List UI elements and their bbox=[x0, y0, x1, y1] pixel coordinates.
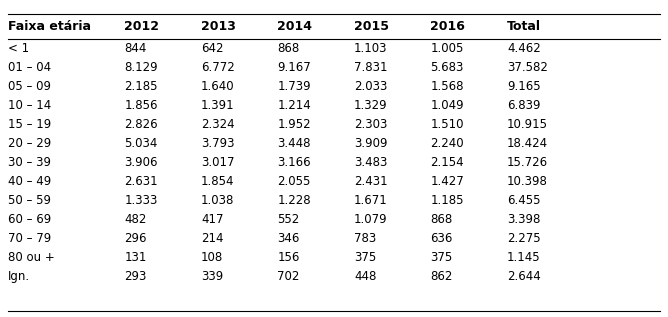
Text: 4.462: 4.462 bbox=[507, 42, 540, 55]
Text: 868: 868 bbox=[277, 42, 300, 55]
Text: 2.154: 2.154 bbox=[430, 156, 464, 169]
Text: 10 – 14: 10 – 14 bbox=[8, 99, 51, 112]
Text: 18.424: 18.424 bbox=[507, 137, 548, 150]
Text: 15.726: 15.726 bbox=[507, 156, 548, 169]
Text: 5.034: 5.034 bbox=[124, 137, 158, 150]
Text: 2013: 2013 bbox=[201, 20, 236, 33]
Text: 10.398: 10.398 bbox=[507, 175, 548, 188]
Text: 862: 862 bbox=[430, 270, 453, 283]
Text: < 1: < 1 bbox=[8, 42, 29, 55]
Text: 1.333: 1.333 bbox=[124, 194, 158, 207]
Text: 3.448: 3.448 bbox=[277, 137, 311, 150]
Text: 2.275: 2.275 bbox=[507, 232, 540, 245]
Text: 1.510: 1.510 bbox=[430, 118, 464, 131]
Text: 2.631: 2.631 bbox=[124, 175, 158, 188]
Text: 339: 339 bbox=[201, 270, 223, 283]
Text: 2.324: 2.324 bbox=[201, 118, 234, 131]
Text: 37.582: 37.582 bbox=[507, 61, 548, 74]
Text: 2.033: 2.033 bbox=[354, 80, 387, 93]
Text: 1.005: 1.005 bbox=[430, 42, 464, 55]
Text: 15 – 19: 15 – 19 bbox=[8, 118, 51, 131]
Text: 2.303: 2.303 bbox=[354, 118, 387, 131]
Text: 214: 214 bbox=[201, 232, 224, 245]
Text: 1.228: 1.228 bbox=[277, 194, 311, 207]
Text: 9.165: 9.165 bbox=[507, 80, 540, 93]
Text: 1.145: 1.145 bbox=[507, 251, 540, 264]
Text: 1.640: 1.640 bbox=[201, 80, 234, 93]
Text: 346: 346 bbox=[277, 232, 300, 245]
Text: 1.739: 1.739 bbox=[277, 80, 311, 93]
Text: 2012: 2012 bbox=[124, 20, 160, 33]
Text: 30 – 39: 30 – 39 bbox=[8, 156, 51, 169]
Text: 5.683: 5.683 bbox=[430, 61, 464, 74]
Text: 1.214: 1.214 bbox=[277, 99, 311, 112]
Text: 7.831: 7.831 bbox=[354, 61, 387, 74]
Text: 108: 108 bbox=[201, 251, 223, 264]
Text: 1.079: 1.079 bbox=[354, 213, 387, 226]
Text: 1.671: 1.671 bbox=[354, 194, 387, 207]
Text: 156: 156 bbox=[277, 251, 300, 264]
Text: Total: Total bbox=[507, 20, 541, 33]
Text: 1.568: 1.568 bbox=[430, 80, 464, 93]
Text: 1.952: 1.952 bbox=[277, 118, 311, 131]
Text: 417: 417 bbox=[201, 213, 224, 226]
Text: 1.854: 1.854 bbox=[201, 175, 234, 188]
Text: 1.329: 1.329 bbox=[354, 99, 387, 112]
Text: 482: 482 bbox=[124, 213, 147, 226]
Text: 2.055: 2.055 bbox=[277, 175, 311, 188]
Text: 3.017: 3.017 bbox=[201, 156, 234, 169]
Text: 6.839: 6.839 bbox=[507, 99, 540, 112]
Text: 1.427: 1.427 bbox=[430, 175, 464, 188]
Text: 1.049: 1.049 bbox=[430, 99, 464, 112]
Text: Ign.: Ign. bbox=[8, 270, 30, 283]
Text: 2.185: 2.185 bbox=[124, 80, 158, 93]
Text: 375: 375 bbox=[354, 251, 376, 264]
Text: 552: 552 bbox=[277, 213, 300, 226]
Text: 2015: 2015 bbox=[354, 20, 389, 33]
Text: 636: 636 bbox=[430, 232, 453, 245]
Text: 844: 844 bbox=[124, 42, 147, 55]
Text: 375: 375 bbox=[430, 251, 453, 264]
Text: 20 – 29: 20 – 29 bbox=[8, 137, 51, 150]
Text: 2.431: 2.431 bbox=[354, 175, 387, 188]
Text: 50 – 59: 50 – 59 bbox=[8, 194, 51, 207]
Text: 1.103: 1.103 bbox=[354, 42, 387, 55]
Text: 3.793: 3.793 bbox=[201, 137, 234, 150]
Text: 10.915: 10.915 bbox=[507, 118, 548, 131]
Text: 2016: 2016 bbox=[430, 20, 466, 33]
Text: 3.909: 3.909 bbox=[354, 137, 387, 150]
Text: 3.398: 3.398 bbox=[507, 213, 540, 226]
Text: 6.772: 6.772 bbox=[201, 61, 234, 74]
Text: 2.644: 2.644 bbox=[507, 270, 540, 283]
Text: 40 – 49: 40 – 49 bbox=[8, 175, 51, 188]
Text: 70 – 79: 70 – 79 bbox=[8, 232, 51, 245]
Text: 293: 293 bbox=[124, 270, 147, 283]
Text: 1.038: 1.038 bbox=[201, 194, 234, 207]
Text: 2.240: 2.240 bbox=[430, 137, 464, 150]
Text: 702: 702 bbox=[277, 270, 300, 283]
Text: 9.167: 9.167 bbox=[277, 61, 311, 74]
Text: 1.856: 1.856 bbox=[124, 99, 158, 112]
Text: 868: 868 bbox=[430, 213, 453, 226]
Text: 05 – 09: 05 – 09 bbox=[8, 80, 51, 93]
Text: 8.129: 8.129 bbox=[124, 61, 158, 74]
Text: 80 ou +: 80 ou + bbox=[8, 251, 55, 264]
Text: 296: 296 bbox=[124, 232, 147, 245]
Text: 642: 642 bbox=[201, 42, 224, 55]
Text: 783: 783 bbox=[354, 232, 376, 245]
Text: 131: 131 bbox=[124, 251, 147, 264]
Text: 60 – 69: 60 – 69 bbox=[8, 213, 51, 226]
Text: 01 – 04: 01 – 04 bbox=[8, 61, 51, 74]
Text: 6.455: 6.455 bbox=[507, 194, 540, 207]
Text: 2014: 2014 bbox=[277, 20, 313, 33]
Text: 1.185: 1.185 bbox=[430, 194, 464, 207]
Text: 448: 448 bbox=[354, 270, 376, 283]
Text: 3.483: 3.483 bbox=[354, 156, 387, 169]
Text: 3.906: 3.906 bbox=[124, 156, 158, 169]
Text: 3.166: 3.166 bbox=[277, 156, 311, 169]
Text: Faixa etária: Faixa etária bbox=[8, 20, 91, 33]
Text: 2.826: 2.826 bbox=[124, 118, 158, 131]
Text: 1.391: 1.391 bbox=[201, 99, 234, 112]
